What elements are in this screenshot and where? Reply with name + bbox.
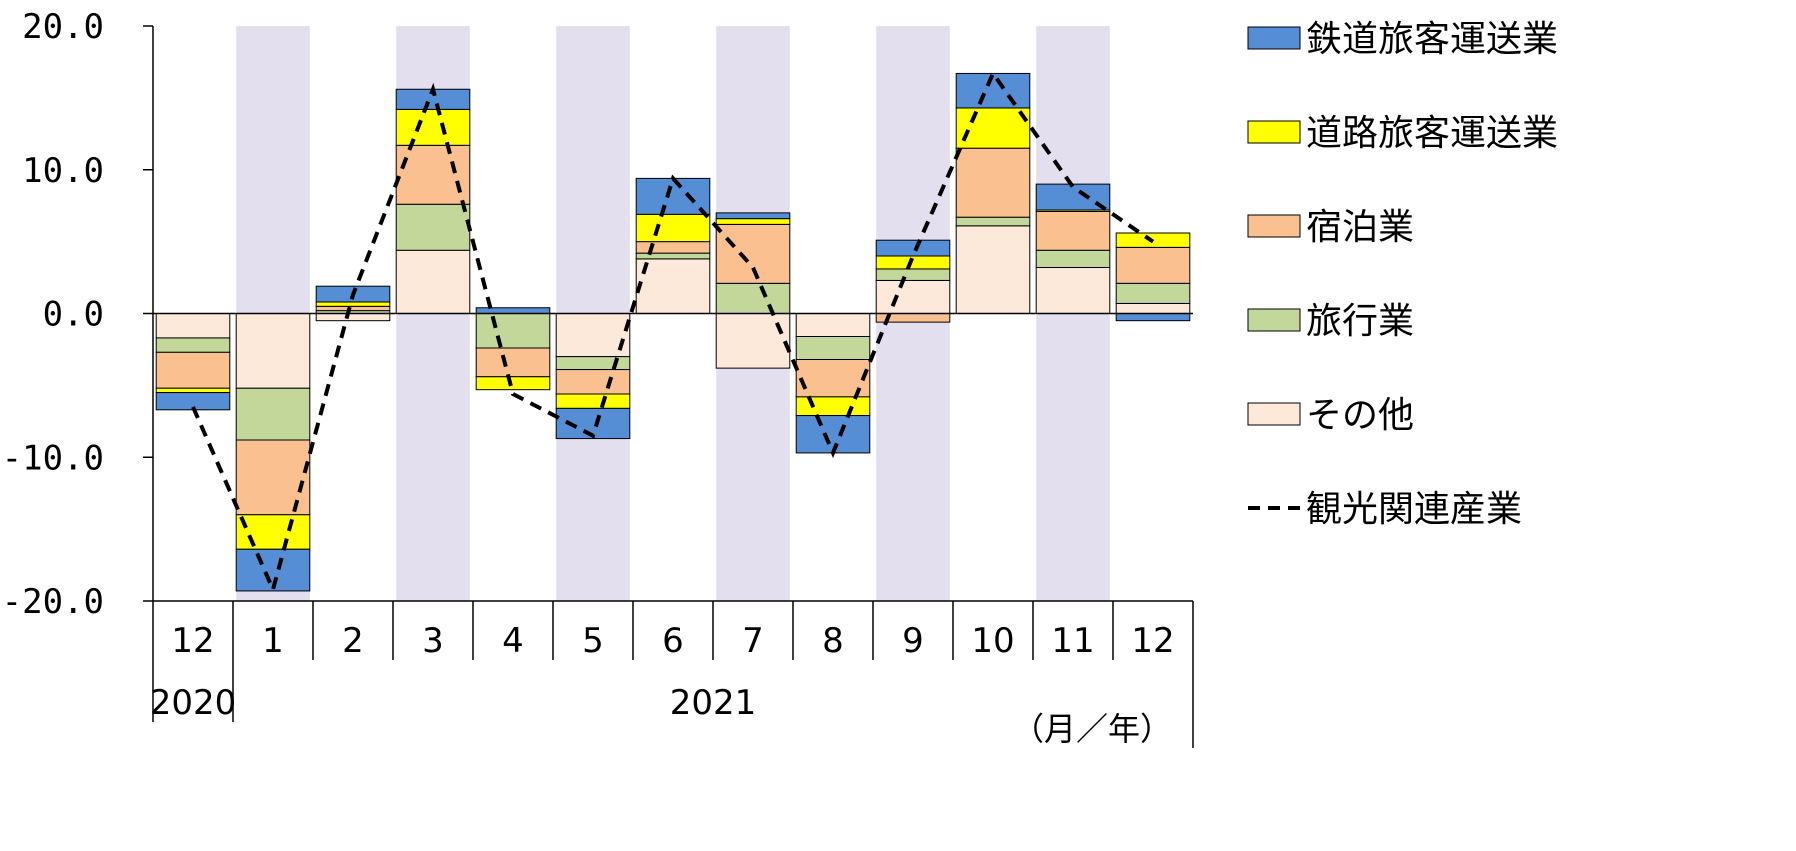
legend-label-2: 宿泊業 [1306,207,1414,248]
bar-segment-1-1 [235,387,311,441]
year-label-0: 2020 [150,683,237,723]
bar-segment-4-12 [1115,313,1191,322]
bar-segment-1-9 [875,268,951,281]
bar-segment-3-1 [235,514,311,550]
legend-label-4: その他 [1306,395,1414,436]
bar-segment-3-7 [715,218,791,225]
x-tick-label-4: 4 [502,621,524,661]
bar-segment-0-8 [795,313,871,337]
bar-segment-0-0 [155,313,231,339]
bar-segment-1-12 [1115,282,1191,304]
bar-segment-0-6 [635,258,711,314]
bar-segment-4-4 [475,307,551,314]
bar-segment-2-7 [715,223,791,284]
bar-segment-3-0 [155,387,231,394]
bar-segment-2-4 [475,347,551,378]
bar-segment-0-10 [955,225,1031,314]
bar-segment-3-9 [875,255,951,270]
bar-segment-1-7 [715,282,791,314]
bar-segment-0-9 [875,279,951,314]
x-tick-label-11: 11 [1051,621,1094,661]
bar-segment-1-3 [395,203,471,251]
bar-segment-2-12 [1115,246,1191,284]
legend-swatch-1 [1247,120,1301,144]
bar-segment-3-5 [555,393,631,409]
bar-segment-3-10 [955,107,1031,149]
legend-label-1: 道路旅客運送業 [1306,113,1558,154]
bar-segment-3-3 [395,108,471,146]
legend-label-0: 鉄道旅客運送業 [1306,19,1558,60]
legend-label-3: 旅行業 [1306,301,1414,342]
bar-segment-4-8 [795,415,871,454]
bar-segment-3-4 [475,376,551,391]
unit-label: （月／年） [1012,710,1172,748]
legend-swatch-3 [1247,308,1301,332]
bar-segment-1-10 [955,216,1031,227]
legend-label-5: 観光関連産業 [1306,489,1522,530]
bar-segment-2-1 [235,439,311,516]
bar-segment-1-0 [155,337,231,353]
bar-segment-0-2 [315,313,391,322]
x-tick-label-9: 9 [902,621,924,661]
bar-segment-2-2 [315,305,391,312]
bar-segment-3-6 [635,213,711,243]
bar-segment-0-3 [395,249,471,314]
bar-segment-4-7 [715,212,791,220]
legend-swatch-4 [1247,402,1301,426]
bar-segment-0-7 [715,313,791,369]
x-tick-label-1: 1 [262,621,284,661]
legend-swatch-2 [1247,214,1301,238]
x-tick-label-3: 3 [422,621,444,661]
bar-segment-2-0 [155,351,231,389]
x-tick-label-5: 5 [582,621,604,661]
x-tick-label-6: 6 [662,621,684,661]
bar-segment-4-10 [955,72,1031,109]
x-tick-label-12: 12 [1131,621,1174,661]
bar-segment-0-12 [1115,302,1191,314]
total-line-path [191,69,1155,596]
bar-segment-4-6 [635,177,711,215]
bar-segment-2-5 [555,369,631,395]
x-tick-label-0: 12 [171,621,214,661]
y-tick-label-3: -10.0 [2,438,104,478]
bar-segment-2-6 [635,241,711,254]
legend-swatch-0 [1247,26,1301,50]
bar-segment-2-11 [1035,210,1111,251]
bar-segment-1-11 [1035,249,1111,268]
bar-segment-0-1 [235,313,311,389]
x-tick-label-10: 10 [971,621,1014,661]
x-tick-label-7: 7 [742,621,764,661]
bar-segment-2-10 [955,147,1031,218]
bar-segment-1-4 [475,313,551,349]
bar-segment-0-5 [555,313,631,358]
year-label-1: 2021 [670,683,757,723]
bar-segment-1-6 [635,252,711,260]
bar-segment-4-9 [875,239,951,257]
axis-labels: 20.010.00.0-10.0-20.012 1 2 3 4 5 6 7 8 9 10 11 1220… [2,7,1175,748]
y-tick-label-2: 0.0 [43,295,104,335]
y-tick-label-4: -20.0 [2,582,104,622]
y-tick-label-1: 10.0 [22,151,104,191]
bar-segment-2-3 [395,144,471,205]
y-tick-label-0: 20.0 [22,7,104,47]
bar-segment-1-8 [795,336,871,360]
axes [143,25,1194,748]
bar-segment-3-2 [315,301,391,307]
bars [155,72,1191,592]
bar-segment-0-11 [1035,267,1111,314]
x-tick-label-2: 2 [342,621,364,661]
x-tick-label-8: 8 [822,621,844,661]
total-line [191,69,1155,596]
bar-segment-3-8 [795,396,871,417]
